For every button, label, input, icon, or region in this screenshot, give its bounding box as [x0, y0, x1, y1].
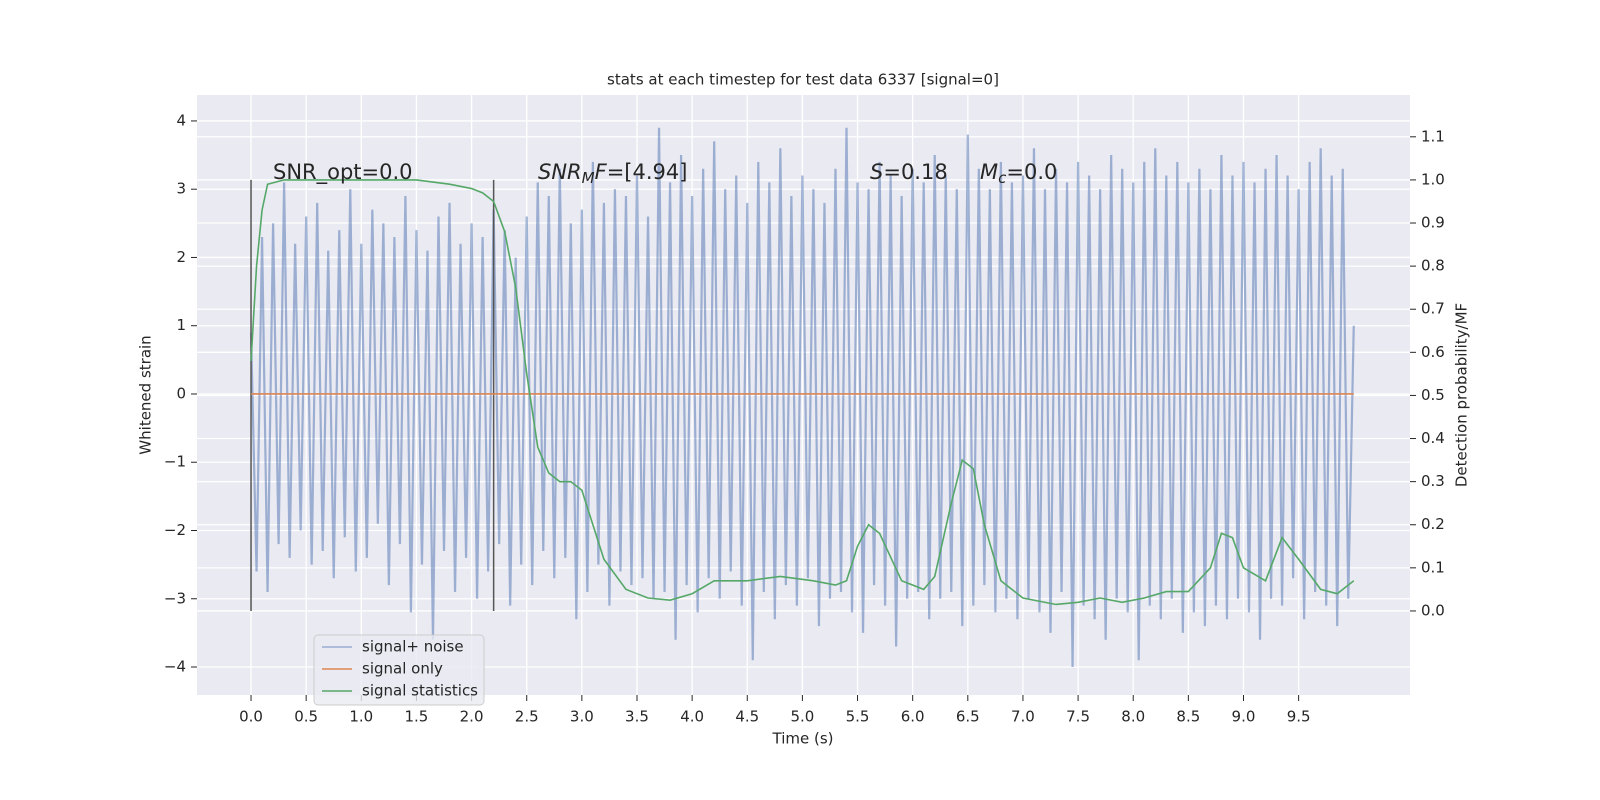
annotation-part: M — [582, 169, 595, 187]
y-tick-label: 1 — [176, 316, 186, 334]
y-tick-label: −1 — [164, 453, 186, 471]
annotation-part: M — [980, 160, 998, 184]
y2-tick-label: 0.6 — [1421, 343, 1445, 361]
labels: stats at each timestep for test data 633… — [137, 71, 1471, 748]
annotation-part: F — [595, 160, 608, 184]
annotation: S=0.18 — [870, 160, 948, 184]
x-tick-label: 5.5 — [846, 708, 870, 726]
annotation: SNRMF=[4.94] — [538, 160, 687, 187]
y2-tick-label: 0.2 — [1421, 515, 1445, 533]
x-tick-label: 5.0 — [790, 708, 814, 726]
annotation-part: c — [998, 169, 1007, 187]
y2-tick-label: 0.3 — [1421, 472, 1445, 490]
annotation-part: SNR — [538, 160, 582, 184]
y2-tick-label: 0.8 — [1421, 257, 1445, 275]
legend-label: signal only — [362, 660, 443, 678]
x-tick-label: 3.0 — [570, 708, 594, 726]
y2-tick-label: 0.1 — [1421, 558, 1445, 576]
y-axis-label: Whitened strain — [137, 335, 155, 454]
y-tick-label: 3 — [176, 180, 186, 198]
y2-tick-label: 1.0 — [1421, 170, 1445, 188]
x-tick-label: 1.0 — [349, 708, 373, 726]
y2-tick-label: 0.7 — [1421, 300, 1445, 318]
y-tick-label: −2 — [164, 521, 186, 539]
series-line — [250, 179, 1355, 606]
x-tick-label: 8.5 — [1176, 708, 1200, 726]
y2-tick-label: 1.1 — [1421, 127, 1445, 145]
y-tick-label: 2 — [176, 248, 186, 266]
annotation-part: =[4.94] — [607, 160, 688, 184]
y-tick-label: 4 — [176, 111, 186, 129]
x-tick-label: 4.5 — [735, 708, 759, 726]
legend-label: signal+ noise — [362, 638, 464, 656]
annotation: SNR_opt=0.0 — [273, 160, 413, 185]
x-tick-label: 2.0 — [460, 708, 484, 726]
x-tick-label: 0.5 — [294, 708, 318, 726]
annotation-part: =0.18 — [883, 160, 947, 184]
x-tick-label: 8.0 — [1121, 708, 1145, 726]
x-tick-label: 9.0 — [1232, 708, 1256, 726]
x-tick-label: 7.5 — [1066, 708, 1090, 726]
annotation: Mc=0.0 — [980, 160, 1057, 187]
x-tick-label: 0.0 — [239, 708, 263, 726]
y2-tick-label: 0.0 — [1421, 601, 1445, 619]
x-tick-label: 3.5 — [625, 708, 649, 726]
y2-tick-label: 0.9 — [1421, 214, 1445, 232]
x-axis-label: Time (s) — [772, 730, 834, 748]
y2-tick-label: 0.4 — [1421, 429, 1445, 447]
x-tick-label: 7.0 — [1011, 708, 1035, 726]
annotation-part: =0.0 — [1006, 160, 1057, 184]
y-tick-label: −3 — [164, 589, 186, 607]
x-tick-label: 6.5 — [956, 708, 980, 726]
x-tick-label: 9.5 — [1287, 708, 1311, 726]
y2-axis-label: Detection probability/MF — [1453, 303, 1471, 487]
series-line — [249, 127, 1355, 668]
chart-title: stats at each timestep for test data 633… — [607, 71, 999, 89]
x-tick-label: 1.5 — [405, 708, 429, 726]
y-tick-label: 0 — [176, 384, 186, 402]
y-tick-label: −4 — [164, 658, 186, 676]
x-tick-label: 6.0 — [901, 708, 925, 726]
annotation-part: SNR_opt=0.0 — [273, 160, 413, 185]
marks — [249, 127, 1355, 668]
x-tick-label: 4.0 — [680, 708, 704, 726]
y2-tick-label: 0.5 — [1421, 386, 1445, 404]
legend-box — [313, 634, 485, 706]
legend-label: signal statistics — [362, 682, 478, 700]
x-tick-label: 2.5 — [515, 708, 539, 726]
annotation-part: S — [870, 160, 883, 184]
